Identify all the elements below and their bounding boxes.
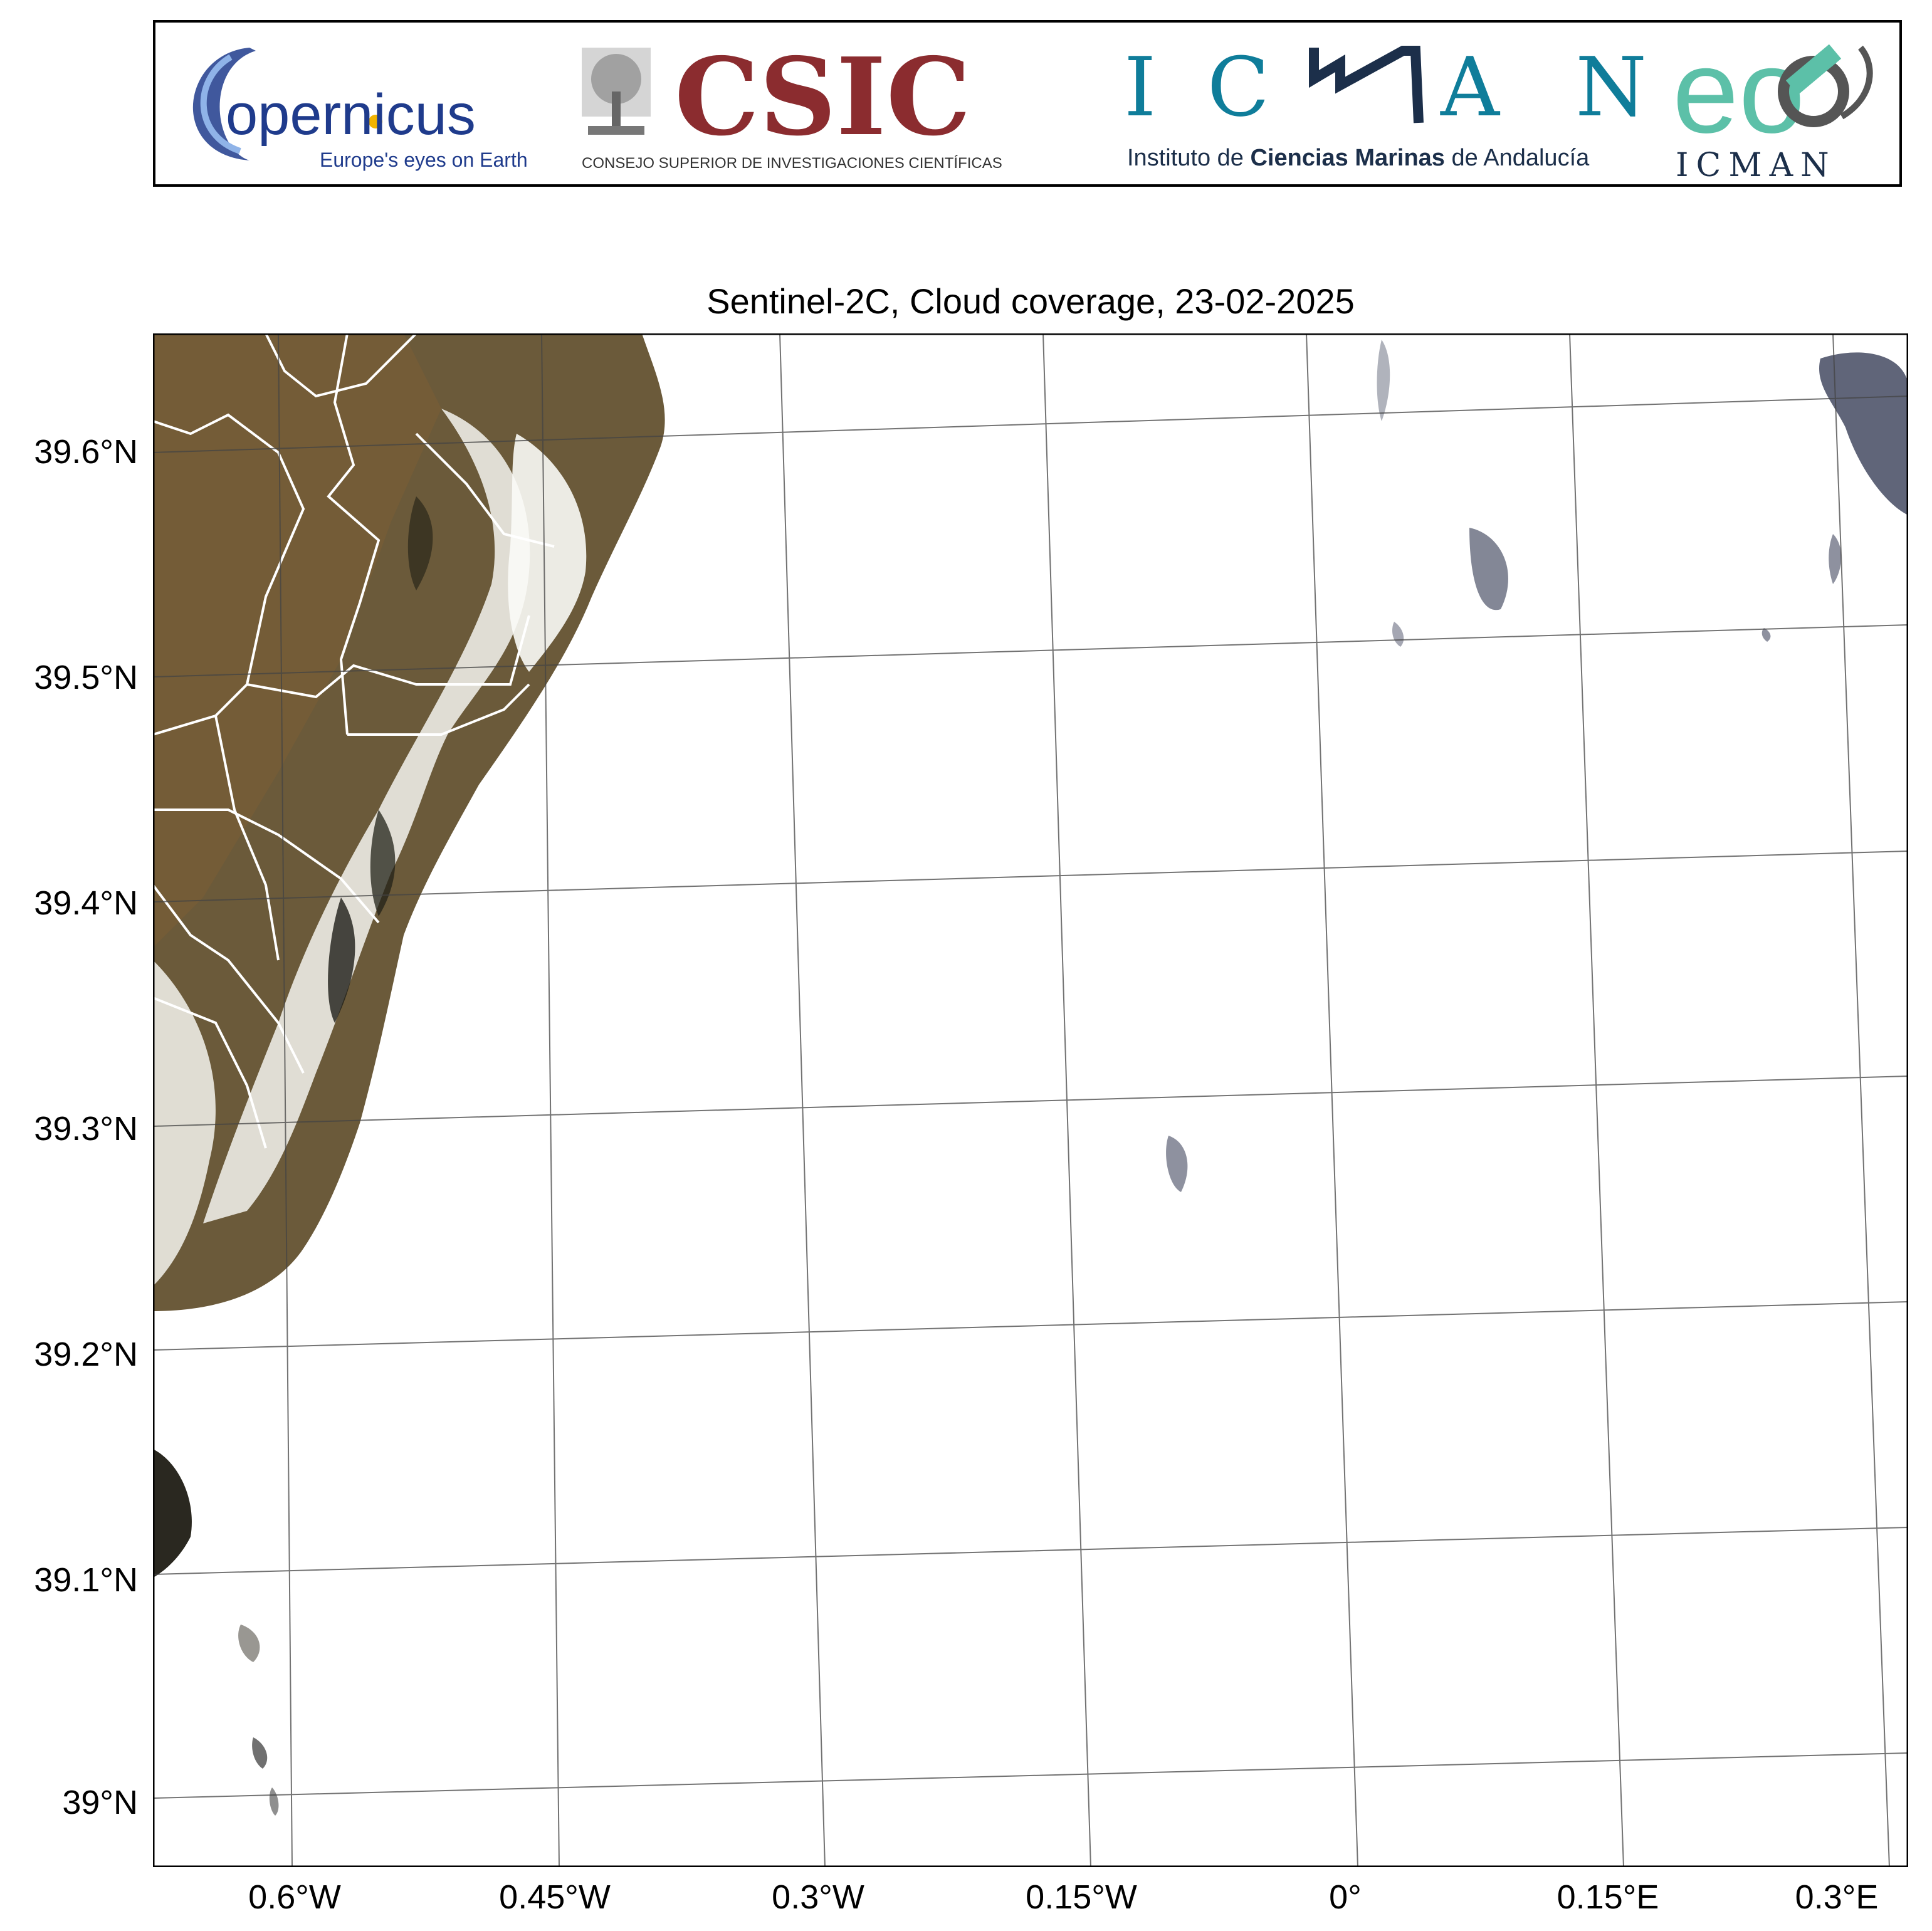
parallel-line (153, 850, 1908, 903)
csic-tree-icon (582, 48, 651, 135)
lat-label-39-1: 39.1°N (34, 1561, 138, 1599)
logos: opernicus Europe's eyes on Earth CSIC CO… (192, 25, 1873, 184)
icman-wordmark-left: I C (1124, 39, 1282, 135)
copernicus-logo: opernicus Europe's eyes on Earth (192, 48, 528, 171)
land-and-cloud-layer (153, 333, 665, 1816)
satellite-icon (1778, 44, 1873, 127)
parallel-line (153, 1301, 1908, 1351)
csic-subtitle: CONSEJO SUPERIOR DE INVESTIGACIONES CIEN… (582, 155, 1002, 172)
lon-label-0-15w: 0.15°W (1026, 1878, 1137, 1916)
meridian-line (1306, 333, 1358, 1867)
meridian-line (1042, 333, 1091, 1867)
graticule (153, 333, 1908, 1867)
lat-label-39-5: 39.5°N (34, 659, 138, 696)
lon-label-0-6w: 0.6°W (248, 1878, 341, 1916)
icman-subtitle: Instituto de Ciencias Marinas de Andaluc… (1127, 145, 1590, 171)
map-border (153, 333, 1908, 1867)
lat-label-39-4: 39.4°N (34, 884, 138, 922)
parallel-line (153, 1075, 1908, 1127)
sea-cloud-shadows (1166, 340, 1908, 1192)
meridian-line (278, 333, 293, 1867)
parallel-line (153, 395, 1908, 453)
lat-label-39-3: 39.3°N (34, 1110, 138, 1148)
lon-label-0-3w: 0.3°W (772, 1878, 864, 1916)
lat-label-39-6: 39.6°N (34, 433, 138, 471)
meridian-line (541, 333, 560, 1867)
icman-m-mark (1309, 46, 1424, 123)
lat-label-39-2: 39.2°N (34, 1336, 138, 1373)
map-panel (153, 333, 1908, 1867)
eo-icman-logo: eo ICMAN (1672, 25, 1873, 184)
eo-sub-wordmark: ICMAN (1676, 147, 1837, 184)
parallel-line (153, 1527, 1908, 1575)
meridian-line (1569, 333, 1624, 1867)
lon-label-0-45w: 0.45°W (499, 1878, 611, 1916)
copernicus-wordmark: opernicus (226, 83, 476, 147)
lat-label-39-0: 39°N (62, 1784, 138, 1821)
icman-logo: I C A N Instituto de Ciencias Marinas de… (1124, 39, 1672, 171)
csic-wordmark: CSIC (675, 34, 971, 160)
municipal-borders (153, 333, 555, 1149)
meridian-line (779, 333, 826, 1867)
map-title: Sentinel-2C, Cloud coverage, 23-02-2025 (706, 281, 1355, 321)
parallel-line (153, 624, 1908, 678)
lon-label-0-15e: 0.15°E (1557, 1878, 1659, 1916)
parallel-line (153, 1752, 1908, 1799)
lon-label-0-3e: 0.3°E (1795, 1878, 1879, 1916)
copernicus-tagline: Europe's eyes on Earth (320, 149, 528, 171)
icman-wordmark-right: A N (1440, 39, 1672, 135)
meridian-line (1832, 333, 1890, 1867)
lon-label-0: 0° (1329, 1878, 1362, 1916)
logo-banner: opernicus Europe's eyes on Earth CSIC CO… (153, 20, 1902, 187)
csic-logo: CSIC CONSEJO SUPERIOR DE INVESTIGACIONES… (582, 34, 1002, 172)
